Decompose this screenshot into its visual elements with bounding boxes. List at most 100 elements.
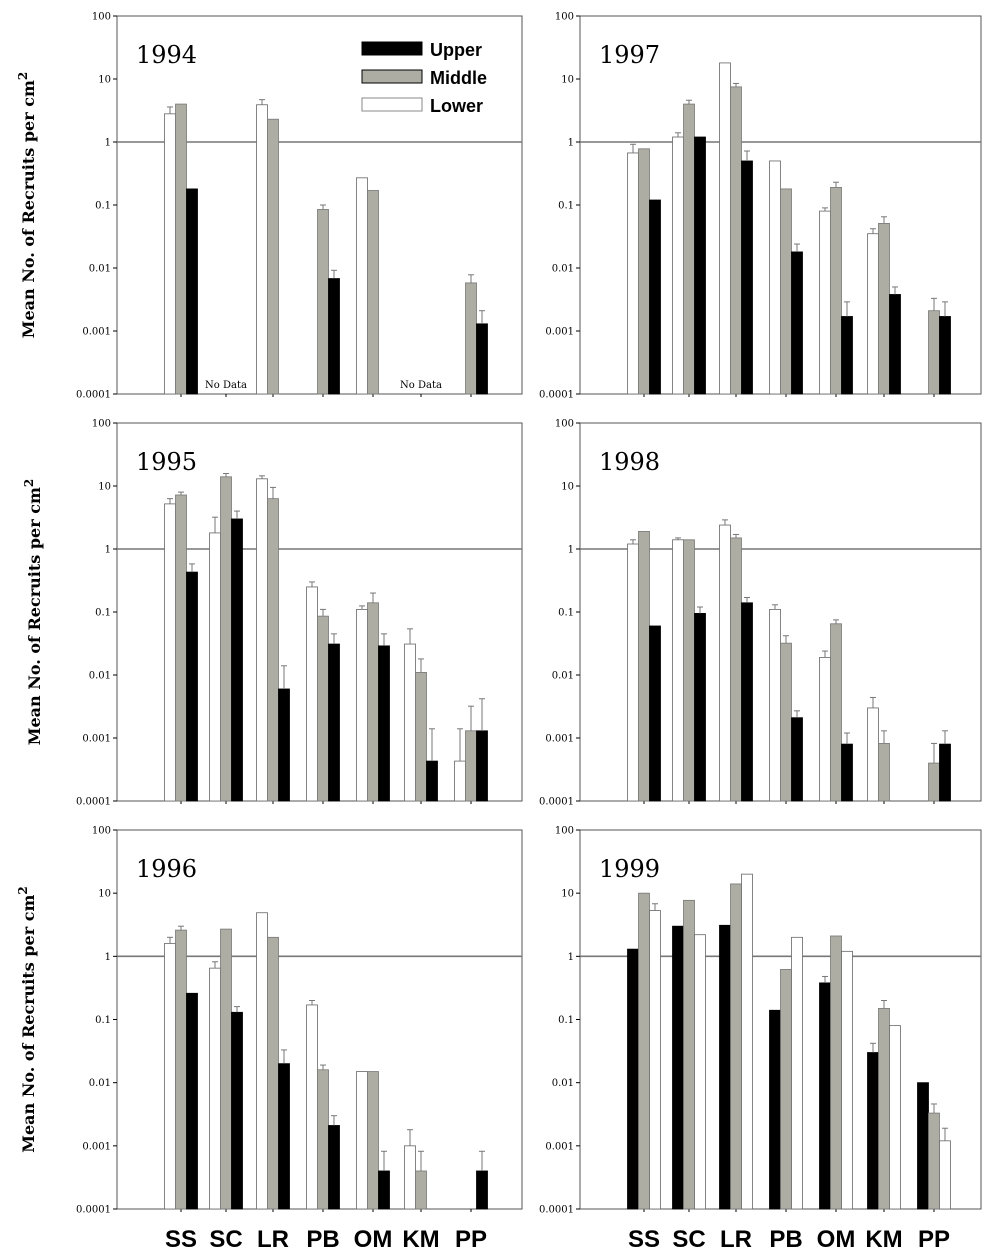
legend-label-upper: Upper bbox=[430, 40, 482, 60]
y-axis-label-superscript: 2 bbox=[16, 72, 30, 80]
bar-middle-lr bbox=[267, 936, 279, 1210]
bar-upper-lr bbox=[719, 924, 731, 1210]
y-tick-label: 0.1 bbox=[558, 201, 574, 212]
bar-middle-ss bbox=[175, 494, 187, 802]
bar-middle-pp bbox=[465, 730, 477, 802]
legend-label-lower: Lower bbox=[430, 96, 483, 116]
bar-middle-lr bbox=[730, 537, 742, 802]
bar-upper-lr bbox=[278, 688, 290, 802]
bar-upper-pp bbox=[939, 316, 951, 395]
y-tick-label: 0.001 bbox=[82, 1141, 111, 1152]
bar-middle-sc bbox=[683, 539, 695, 802]
bar-middle-lr bbox=[267, 498, 279, 802]
y-tick-label: 0.001 bbox=[545, 1141, 574, 1152]
bar-lower-lr bbox=[256, 104, 268, 395]
bar-lower-pb bbox=[306, 586, 318, 802]
bar-lower-km bbox=[404, 643, 416, 802]
bar-upper-pp bbox=[917, 1082, 929, 1210]
y-tick-label: 0.1 bbox=[558, 608, 574, 619]
bar-middle-sc bbox=[220, 928, 232, 1210]
bar-middle-lr bbox=[267, 118, 279, 395]
bar-middle-lr bbox=[730, 883, 742, 1210]
y-tick-label: 10 bbox=[561, 889, 574, 900]
bar-lower-lr bbox=[719, 524, 731, 802]
bar-lower-ss bbox=[649, 910, 661, 1210]
bar-upper-sc bbox=[694, 613, 706, 802]
bar-lower-sc bbox=[672, 539, 684, 802]
bar-lower-om bbox=[356, 608, 368, 802]
bar-upper-ss bbox=[649, 625, 661, 802]
y-tick-label: 0.01 bbox=[552, 671, 574, 682]
y-axis-label-superscript: 2 bbox=[22, 479, 36, 487]
chart-panel-1996: 100 10 1 0.1 0.01 0.001 0.0001 1996 Mean No. of … bbox=[16, 826, 523, 1253]
bar-upper-om bbox=[841, 743, 853, 802]
y-axis-label-superscript: 2 bbox=[16, 886, 30, 894]
bar-lower-pb bbox=[791, 936, 803, 1210]
y-axis-label-text: Mean No. of Recruits per cm bbox=[19, 895, 38, 1153]
x-category-label: OM bbox=[354, 1226, 393, 1253]
bar-middle-ss bbox=[175, 103, 187, 395]
bar-middle-km bbox=[878, 223, 890, 395]
bar-middle-km bbox=[878, 743, 890, 802]
y-tick-label: 0.0001 bbox=[76, 1205, 111, 1216]
y-tick-label: 0.1 bbox=[95, 608, 111, 619]
y-tick-label: 0.1 bbox=[558, 1015, 574, 1026]
bar-lower-om bbox=[819, 657, 831, 802]
bar-upper-pb bbox=[328, 643, 340, 802]
chart-year-title: 1998 bbox=[599, 448, 660, 476]
y-tick-label: 0.001 bbox=[545, 734, 574, 745]
legend: Upper Middle Lower bbox=[361, 40, 487, 116]
bar-lower-pp bbox=[939, 1140, 951, 1210]
y-tick-label: 1 bbox=[568, 138, 574, 149]
y-tick-label: 0.01 bbox=[552, 1078, 574, 1089]
y-tick-label: 100 bbox=[92, 12, 111, 23]
y-tick-label: 10 bbox=[561, 482, 574, 493]
y-tick-label: 0.0001 bbox=[539, 390, 574, 401]
chart-panel-1999: 100 10 1 0.1 0.01 0.001 0.0001 1999 SS SC LR PB OM KM… bbox=[539, 826, 982, 1253]
bar-upper-ss bbox=[627, 948, 639, 1210]
chart-year-title: 1996 bbox=[136, 855, 197, 883]
bar-middle-pb bbox=[317, 1069, 329, 1210]
bar-upper-om bbox=[841, 316, 853, 395]
bar-upper-pb bbox=[328, 278, 340, 395]
bar-lower-ss bbox=[164, 943, 176, 1210]
bar-middle-pb bbox=[780, 188, 792, 395]
bar-middle-pp bbox=[465, 282, 477, 395]
bar-middle-pp bbox=[928, 310, 940, 395]
bar-middle-om bbox=[367, 602, 379, 802]
bar-upper-km bbox=[889, 294, 901, 395]
bar-middle-om bbox=[367, 1071, 379, 1210]
y-tick-label: 0.001 bbox=[545, 327, 574, 338]
y-axis-label: Mean No. of Recruits per cm2 bbox=[16, 72, 38, 338]
bar-middle-pb bbox=[780, 969, 792, 1210]
bar-upper-km bbox=[426, 760, 438, 802]
legend-swatch-middle bbox=[361, 69, 423, 84]
bar-upper-pp bbox=[476, 730, 488, 802]
y-tick-label: 100 bbox=[555, 419, 574, 430]
bar-upper-pp bbox=[939, 743, 951, 802]
y-tick-label: 0.1 bbox=[95, 1015, 111, 1026]
bar-upper-pb bbox=[791, 251, 803, 395]
x-category-label: PP bbox=[455, 1226, 487, 1253]
bar-lower-lr bbox=[256, 478, 268, 802]
bar-upper-lr bbox=[278, 1063, 290, 1210]
bar-middle-om bbox=[830, 187, 842, 395]
no-data-label: No Data bbox=[205, 380, 247, 391]
x-category-label: PB bbox=[306, 1226, 339, 1253]
bar-upper-om bbox=[378, 645, 390, 802]
bar-lower-km bbox=[867, 707, 879, 802]
bar-middle-om bbox=[367, 190, 379, 395]
bar-lower-om bbox=[819, 210, 831, 395]
chart-panel-1997: 100 10 1 0.1 0.01 0.001 0.0001 1997 bbox=[539, 12, 982, 401]
y-axis-label-text: Mean No. of Recruits per cm bbox=[19, 80, 38, 338]
bar-lower-km bbox=[867, 233, 879, 395]
bar-lower-lr bbox=[741, 873, 753, 1210]
chart-year-title: 1999 bbox=[599, 855, 660, 883]
legend-swatch-lower bbox=[361, 97, 423, 112]
bar-lower-pb bbox=[306, 1004, 318, 1210]
x-category-label: PP bbox=[918, 1226, 950, 1253]
chart-year-title: 1995 bbox=[136, 448, 197, 476]
bar-middle-pb bbox=[317, 209, 329, 395]
bar-upper-pb bbox=[769, 1009, 781, 1210]
bar-upper-ss bbox=[649, 199, 661, 395]
